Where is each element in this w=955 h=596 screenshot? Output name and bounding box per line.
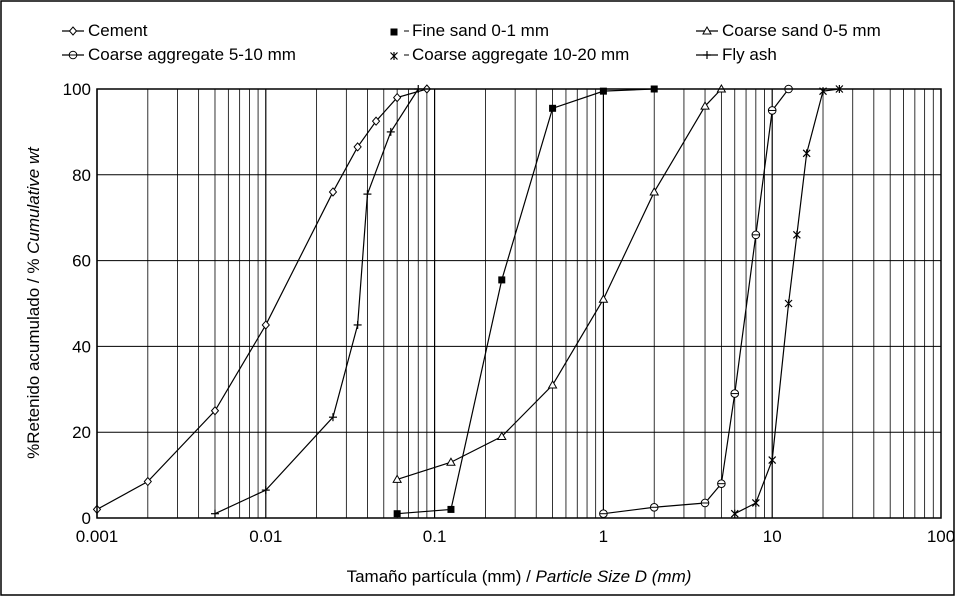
data-point-cement <box>371 116 381 126</box>
data-point-cement <box>353 142 362 152</box>
x-tick-label: 1 <box>599 527 608 546</box>
legend-label: Coarse sand 0-5 mm <box>722 21 881 40</box>
y-axis-title: %Retenido acumulado / % Cumulative wt <box>24 146 43 459</box>
x-tick-label: 0.01 <box>249 527 282 546</box>
y-tick-label: 60 <box>72 252 91 271</box>
data-point-fine-sand-0-1-mm <box>599 87 607 95</box>
data-point-coarse-sand-0-5-mm <box>392 474 403 483</box>
data-point-coarse-aggregate-10-20-mm <box>768 456 777 465</box>
data-point-coarse-aggregate-5-10-mm <box>700 498 710 508</box>
series-line-coarse-aggregate-5-10-mm <box>603 88 790 515</box>
data-point-coarse-sand-0-5-mm <box>700 101 710 110</box>
series-cement <box>92 84 432 515</box>
series-coarse-aggregate-5-10-mm <box>599 84 793 519</box>
data-point-cement <box>261 320 270 330</box>
tick-labels: 0.001 0.01 0.1 1 10 100 0 20 40 60 80 100 <box>63 80 955 546</box>
legend-swatch-coarse-aggregate-5-10-mm <box>62 50 84 60</box>
data-point-fly-ash <box>328 413 337 422</box>
y-tick-label: 100 <box>63 80 91 99</box>
series-coarse-sand-0-5-mm <box>392 83 727 483</box>
data-point-coarse-aggregate-10-20-mm <box>751 498 760 507</box>
legend-item-fly-ash: Fly ash <box>696 45 777 64</box>
y-tick-label: 80 <box>72 166 91 185</box>
series-coarse-aggregate-10-20-mm <box>730 85 844 518</box>
series-line-fine-sand-0-1-mm <box>397 88 655 515</box>
legend-item-cement: Cement <box>62 21 148 40</box>
data-point-coarse-sand-0-5-mm <box>598 294 609 303</box>
legend-label: Coarse aggregate 10-20 mm <box>412 45 629 64</box>
data-point-coarse-aggregate-10-20-mm <box>792 230 801 239</box>
data-point-cement <box>143 476 152 487</box>
data-point-coarse-aggregate-10-20-mm <box>802 149 811 158</box>
legend-swatch-fine-sand-0-1-mm <box>390 28 409 36</box>
legend-label: Fly ash <box>722 45 777 64</box>
legend-swatch-coarse-sand-0-5-mm <box>696 25 718 35</box>
legend-swatch-cement <box>62 26 84 36</box>
series-line-coarse-sand-0-5-mm <box>396 88 722 480</box>
data-point-coarse-aggregate-5-10-mm <box>730 389 740 398</box>
data-point-coarse-sand-0-5-mm <box>446 457 456 466</box>
legend: Cement Fine sand 0-1 mm Coarse sand 0-5 mm… <box>62 21 881 64</box>
legend-item-coarse-aggregate-5-10-mm: Coarse aggregate 5-10 mm <box>62 45 296 64</box>
x-tick-label: 0.001 <box>76 527 119 546</box>
legend-label: Fine sand 0-1 mm <box>412 21 549 40</box>
legend-swatch-fly-ash <box>696 51 718 59</box>
data-point-fly-ash <box>210 509 219 518</box>
data-point-cement <box>392 92 402 103</box>
y-tick-label: 20 <box>72 423 91 442</box>
data-point-fly-ash <box>261 486 270 495</box>
x-tick-label: 100 <box>927 527 955 546</box>
data-point-coarse-sand-0-5-mm <box>496 431 507 440</box>
data-point-coarse-aggregate-10-20-mm <box>784 299 793 308</box>
data-point-coarse-aggregate-5-10-mm <box>767 106 777 115</box>
legend-label: Cement <box>88 21 148 40</box>
y-tick-label: 40 <box>72 337 91 356</box>
y-tick-label: 0 <box>82 509 91 528</box>
data-point-coarse-aggregate-5-10-mm <box>649 502 659 512</box>
data-point-fine-sand-0-1-mm <box>498 276 506 284</box>
data-point-fine-sand-0-1-mm <box>549 104 557 112</box>
data-point-cement <box>328 187 338 197</box>
data-point-cement <box>210 405 220 416</box>
legend-item-fine-sand-0-1-mm: Fine sand 0-1 mm <box>390 21 549 40</box>
series-line-coarse-aggregate-10-20-mm <box>734 88 840 515</box>
data-point-fly-ash <box>353 320 362 329</box>
data-point-fine-sand-0-1-mm <box>447 505 455 513</box>
plot-area-border <box>96 88 942 519</box>
x-tick-label: 10 <box>763 527 782 546</box>
legend-item-coarse-sand-0-5-mm: Coarse sand 0-5 mm <box>696 21 881 40</box>
data-point-coarse-aggregate-5-10-mm <box>599 509 608 519</box>
data-point-coarse-aggregate-10-20-mm <box>730 509 739 518</box>
legend-label: Coarse aggregate 5-10 mm <box>88 45 296 64</box>
series-layer <box>92 83 844 519</box>
legend-item-coarse-aggregate-10-20-mm: Coarse aggregate 10-20 mm <box>390 45 629 64</box>
legend-swatch-coarse-aggregate-10-20-mm <box>390 52 409 60</box>
data-point-fly-ash <box>363 190 372 199</box>
data-point-coarse-aggregate-5-10-mm <box>717 479 726 488</box>
data-point-coarse-sand-0-5-mm <box>649 186 660 196</box>
data-point-fine-sand-0-1-mm <box>393 510 401 518</box>
data-point-coarse-sand-0-5-mm <box>547 380 558 389</box>
x-axis-title: Tamaño partícula (mm) / Particle Size D … <box>347 567 692 586</box>
x-tick-label: 0.1 <box>423 527 447 546</box>
data-point-coarse-aggregate-5-10-mm <box>751 230 761 240</box>
data-point-fly-ash <box>386 127 395 136</box>
